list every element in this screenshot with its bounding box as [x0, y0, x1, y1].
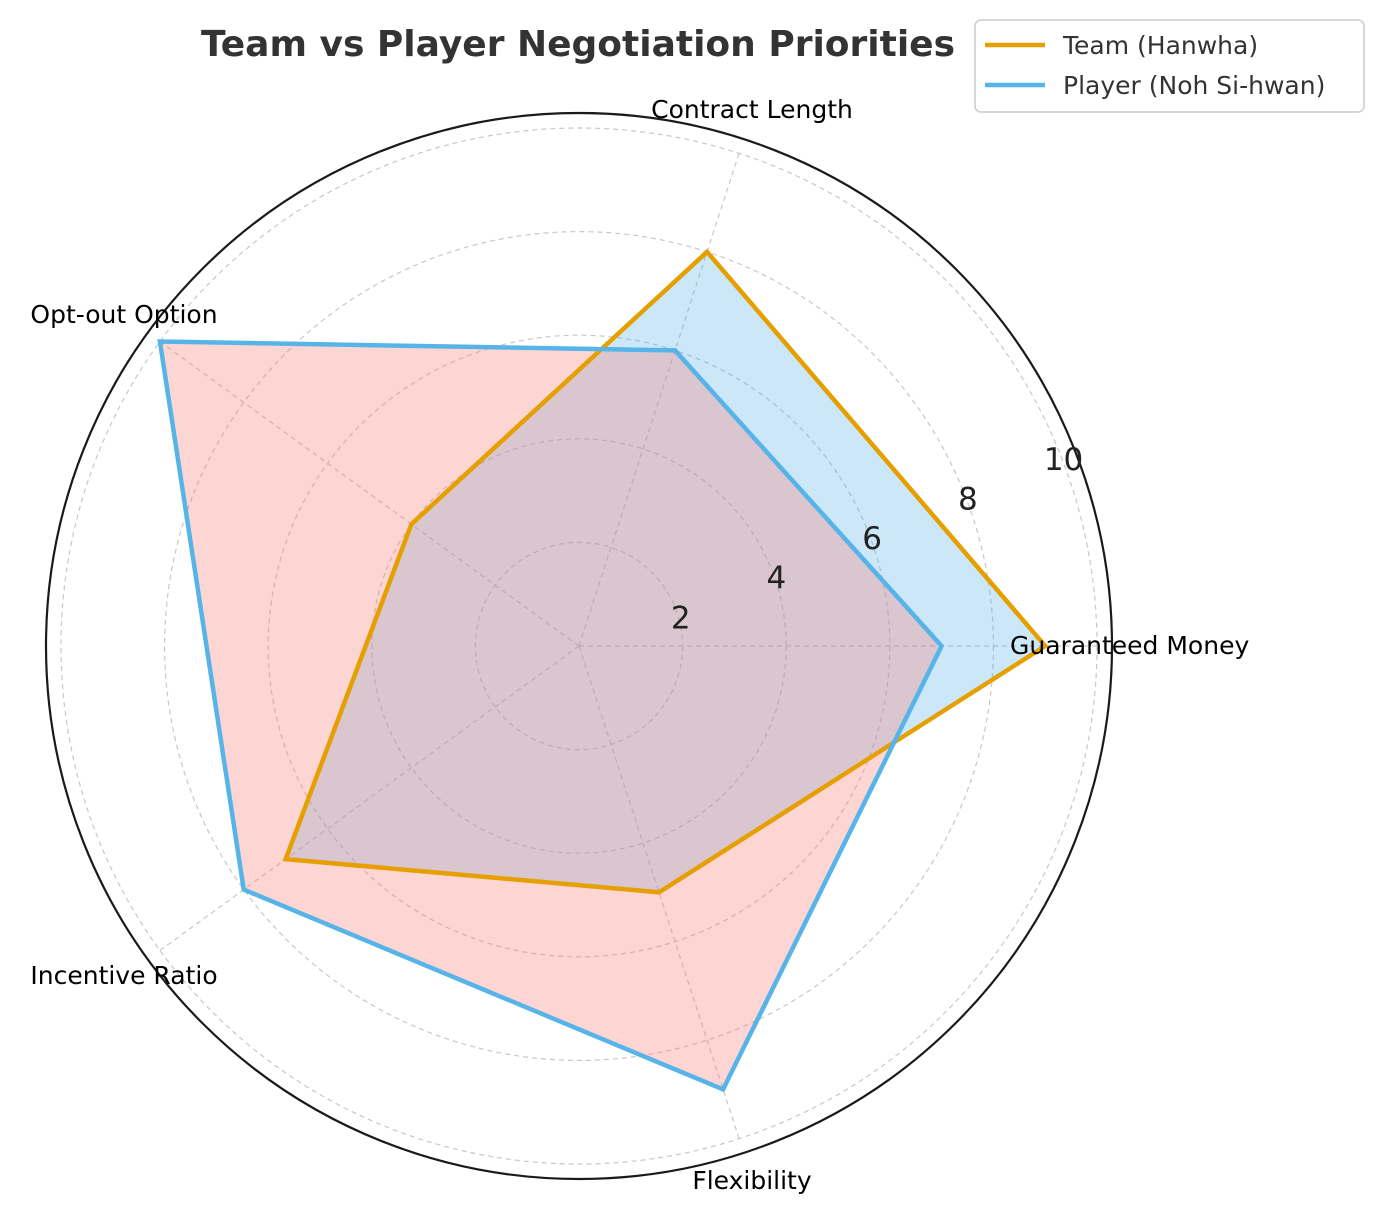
series-lines — [157, 248, 1049, 1093]
radar-grid — [44, 111, 1114, 1181]
category-label: Incentive Ratio — [30, 961, 217, 990]
series-line-1 — [157, 339, 945, 1093]
series-fill-0 — [285, 251, 1046, 893]
series-fill-1 — [159, 341, 942, 1090]
r-tick-label: 8 — [958, 481, 978, 517]
series-fills — [159, 251, 1046, 1090]
category-label: Contract Length — [651, 95, 853, 124]
category-label: Opt-out Option — [30, 300, 217, 329]
category-label: Guaranteed Money — [1010, 631, 1249, 660]
r-tick-label: 4 — [767, 561, 787, 597]
category-labels: Guaranteed Money Contract Length Opt-out O… — [30, 95, 1249, 1195]
series-line-0 — [282, 248, 1049, 895]
r-tick-label: 6 — [862, 521, 882, 557]
legend: Team (Hanwha) Player (Noh Si-hwan) — [974, 19, 1365, 113]
r-tick-label: 2 — [671, 600, 691, 636]
radial-tick-labels: 2 4 6 8 10 — [671, 442, 1083, 637]
legend-label: Team (Hanwha) — [1062, 31, 1258, 60]
category-label: Flexibility — [692, 1166, 812, 1195]
legend-label: Player (Noh Si-hwan) — [1063, 71, 1325, 100]
legend-box — [974, 19, 1365, 113]
outer-frame — [44, 111, 1114, 1181]
chart-title: Team vs Player Negotiation Priorities — [201, 24, 955, 65]
r-tick-label: 10 — [1044, 442, 1083, 478]
